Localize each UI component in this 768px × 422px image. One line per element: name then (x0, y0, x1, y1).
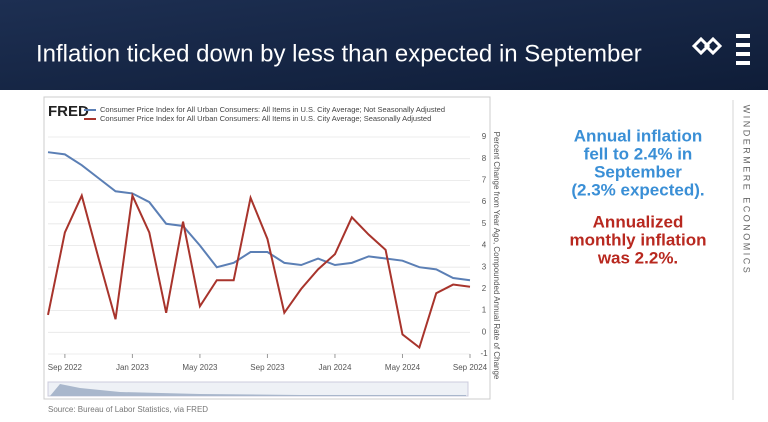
y-tick-label: 4 (482, 241, 487, 250)
y-tick-label: -1 (480, 349, 488, 358)
y-tick-label: 0 (482, 327, 487, 336)
x-tick-label: Jan 2023 (116, 363, 149, 372)
brand-logo (691, 34, 750, 65)
legend-label: Consumer Price Index for All Urban Consu… (100, 105, 445, 114)
series-line (47, 192, 471, 350)
callout-line: was 2.2%. (597, 248, 678, 267)
y-tick-label: 8 (482, 154, 487, 163)
y-axis-label: Percent Change from Year Ago, Compounded… (492, 132, 501, 380)
y-tick-label: 5 (482, 219, 487, 228)
legend-label: Consumer Price Index for All Urban Consu… (100, 114, 431, 123)
callout-line: Annualized (593, 212, 684, 231)
x-tick-label: Sep 2024 (453, 363, 488, 372)
y-tick-label: 3 (482, 262, 487, 271)
fred-logo: FRED (48, 103, 89, 120)
chart-panel (43, 96, 491, 400)
y-tick-label: 2 (482, 284, 487, 293)
series-line (47, 151, 471, 282)
slide-title: Inflation ticked down by less than expec… (36, 40, 642, 67)
callout-line: (2.3% expected). (571, 180, 704, 199)
callout-line: Annual inflation (574, 126, 702, 145)
y-tick-label: 6 (482, 197, 487, 206)
side-label: WINDERMERE ECONOMICS (742, 105, 752, 276)
y-tick-label: 7 (482, 176, 487, 185)
y-tick-label: 1 (482, 306, 487, 315)
header-band (0, 0, 768, 90)
x-tick-label: May 2023 (182, 363, 218, 372)
navigator-area (50, 384, 466, 396)
x-tick-label: Sep 2022 (48, 363, 83, 372)
x-tick-label: Sep 2023 (250, 363, 285, 372)
x-tick-label: Jan 2024 (318, 363, 351, 372)
y-tick-label: 9 (482, 132, 487, 141)
x-tick-label: May 2024 (385, 363, 421, 372)
callout-line: September (594, 162, 682, 181)
callout-line: monthly inflation (570, 230, 707, 249)
source-note: Source: Bureau of Labor Statistics, via … (48, 405, 208, 414)
callout-line: fell to 2.4% in (584, 144, 693, 163)
